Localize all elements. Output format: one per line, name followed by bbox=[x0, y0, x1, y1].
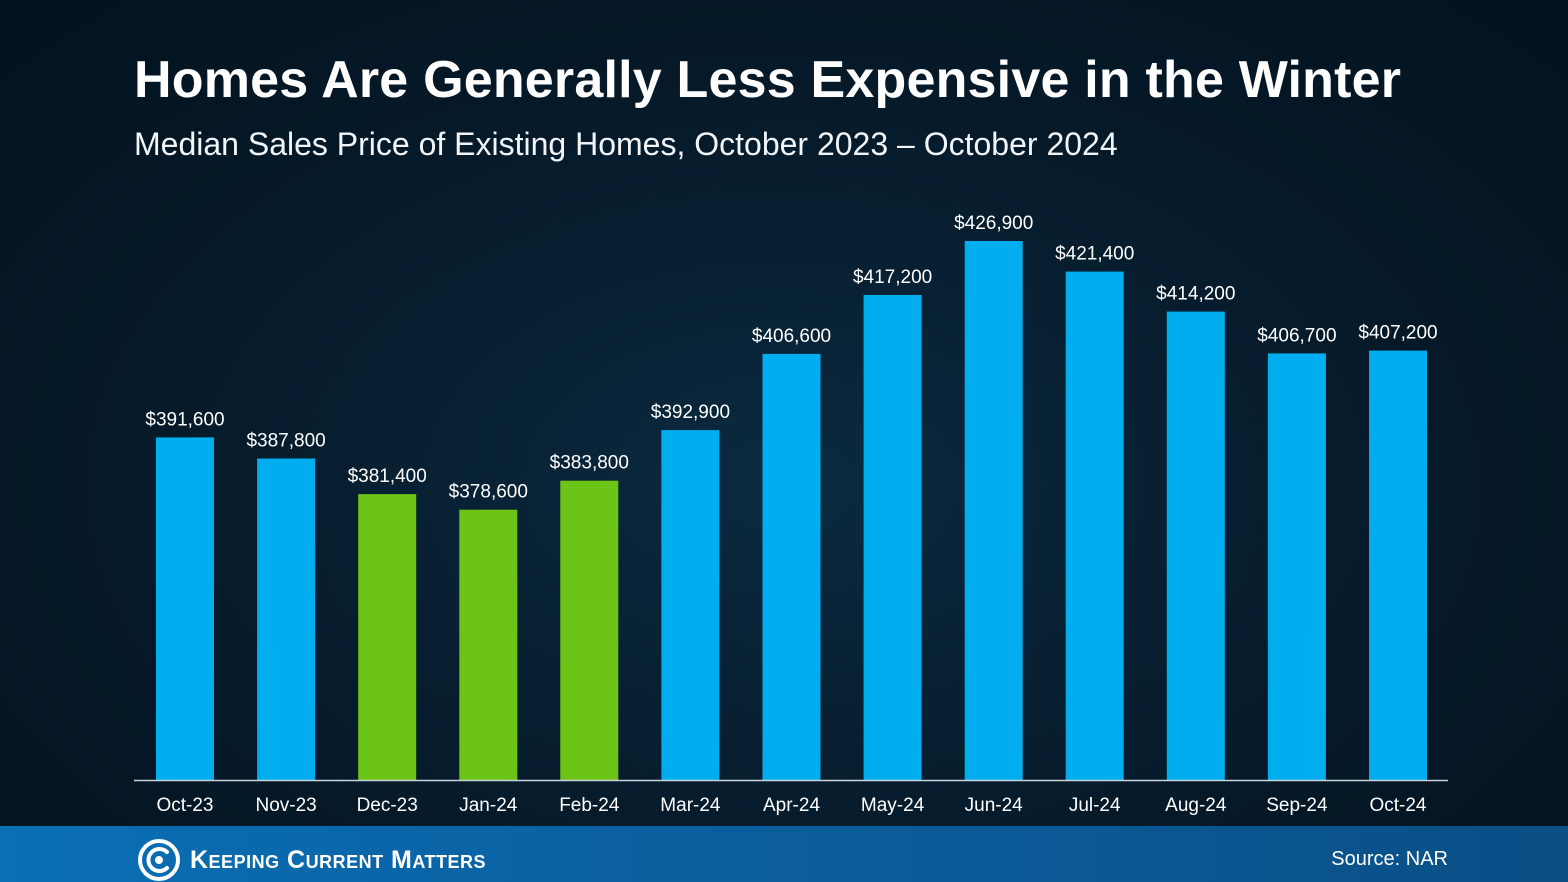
chart-title: Homes Are Generally Less Expensive in th… bbox=[134, 51, 1402, 109]
bar-may-24 bbox=[863, 295, 922, 780]
bar-jul-24 bbox=[1065, 271, 1124, 780]
bar-oct-23 bbox=[156, 437, 214, 780]
x-tick-label-feb-24: Feb-24 bbox=[559, 795, 620, 816]
bar-sep-24 bbox=[1267, 353, 1326, 780]
x-tick-label-may-24: May-24 bbox=[861, 795, 925, 816]
data-label-nov-23: $387,800 bbox=[246, 431, 325, 452]
footer-bar: Keeping Current Matters Source: NAR bbox=[0, 826, 1568, 882]
x-tick-label-jan-24: Jan-24 bbox=[459, 795, 518, 816]
bar-apr-24 bbox=[762, 353, 821, 780]
data-label-oct-23: $391,600 bbox=[145, 409, 224, 430]
bar-jan-24 bbox=[459, 509, 518, 780]
x-tick-label-dec-23: Dec-23 bbox=[357, 795, 418, 816]
data-label-may-24: $417,200 bbox=[853, 267, 932, 288]
bar-mar-24 bbox=[661, 430, 720, 780]
x-tick-label-oct-24: Oct-24 bbox=[1369, 795, 1426, 816]
kcm-logo-icon bbox=[138, 839, 180, 881]
data-label-apr-24: $406,600 bbox=[752, 326, 831, 347]
bar-oct-24 bbox=[1369, 350, 1427, 780]
data-label-jan-24: $378,600 bbox=[449, 482, 528, 503]
data-label-aug-24: $414,200 bbox=[1156, 284, 1235, 305]
bar-jun-24 bbox=[964, 241, 1023, 780]
x-tick-label-sep-24: Sep-24 bbox=[1266, 795, 1328, 816]
data-label-oct-24: $407,200 bbox=[1358, 323, 1437, 344]
data-label-jun-24: $426,900 bbox=[954, 213, 1033, 234]
bar-nov-23 bbox=[257, 458, 316, 780]
x-tick-label-aug-24: Aug-24 bbox=[1165, 795, 1227, 816]
brand-name: Keeping Current Matters bbox=[190, 846, 487, 874]
bar-feb-24 bbox=[560, 480, 619, 780]
x-tick-label-oct-23: Oct-23 bbox=[156, 795, 213, 816]
source-note: Source: NAR bbox=[1331, 848, 1448, 870]
chart-subtitle: Median Sales Price of Existing Homes, Oc… bbox=[134, 126, 1118, 162]
data-label-feb-24: $383,800 bbox=[550, 453, 629, 474]
data-label-sep-24: $406,700 bbox=[1257, 325, 1336, 346]
x-tick-label-jul-24: Jul-24 bbox=[1069, 795, 1121, 816]
data-label-jul-24: $421,400 bbox=[1055, 244, 1134, 265]
x-tick-label-apr-24: Apr-24 bbox=[763, 795, 820, 816]
x-tick-label-mar-24: Mar-24 bbox=[660, 795, 721, 816]
x-tick-label-jun-24: Jun-24 bbox=[965, 795, 1024, 816]
data-label-mar-24: $392,900 bbox=[651, 402, 730, 423]
bar-dec-23 bbox=[358, 494, 417, 780]
bar-chart: $391,600 Oct-23 $387,800 Nov-23 $381,400 Dec-… bbox=[134, 213, 1448, 816]
x-tick-label-nov-23: Nov-23 bbox=[255, 795, 316, 816]
data-label-dec-23: $381,400 bbox=[348, 466, 427, 487]
bar-aug-24 bbox=[1166, 311, 1225, 780]
